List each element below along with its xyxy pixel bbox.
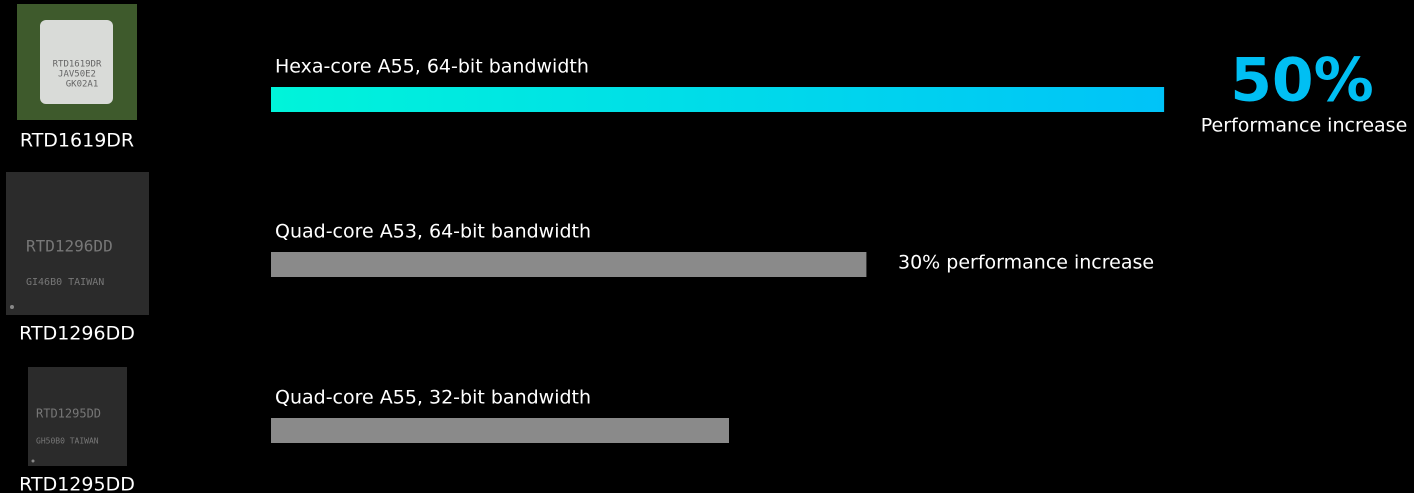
chip-package: [28, 367, 127, 466]
chip-dot: [31, 459, 35, 463]
bar: [271, 252, 867, 277]
chip-die: [40, 20, 113, 104]
bar: [271, 418, 729, 443]
chip-marking: GI46B0 TAIWAN: [26, 277, 104, 288]
chip-package: [6, 172, 149, 315]
chip-name: RTD1295DD: [19, 474, 135, 493]
chip-marking: JAV50E2: [58, 70, 96, 80]
chip-marking: RTD1619DR: [53, 60, 102, 70]
bar-caption: Quad-core A55, 32-bit bandwidth: [275, 387, 591, 409]
chip-marking: GK02A1: [66, 80, 99, 90]
chip-name: RTD1619DR: [20, 130, 134, 152]
chip-name: RTD1296DD: [19, 323, 135, 345]
annotation: Performance increase: [1201, 115, 1408, 137]
annotation: 50%: [1230, 46, 1374, 116]
bar-caption: Quad-core A53, 64-bit bandwidth: [275, 221, 591, 243]
chip-marking: GH50B0 TAIWAN: [36, 437, 99, 446]
chip-marking: RTD1295DD: [36, 407, 101, 421]
chip-dot: [10, 305, 14, 309]
annotation: 30% performance increase: [898, 252, 1154, 274]
bar: [271, 87, 1165, 112]
chip-marking: RTD1296DD: [26, 237, 113, 256]
bar-caption: Hexa-core A55, 64-bit bandwidth: [275, 56, 589, 78]
